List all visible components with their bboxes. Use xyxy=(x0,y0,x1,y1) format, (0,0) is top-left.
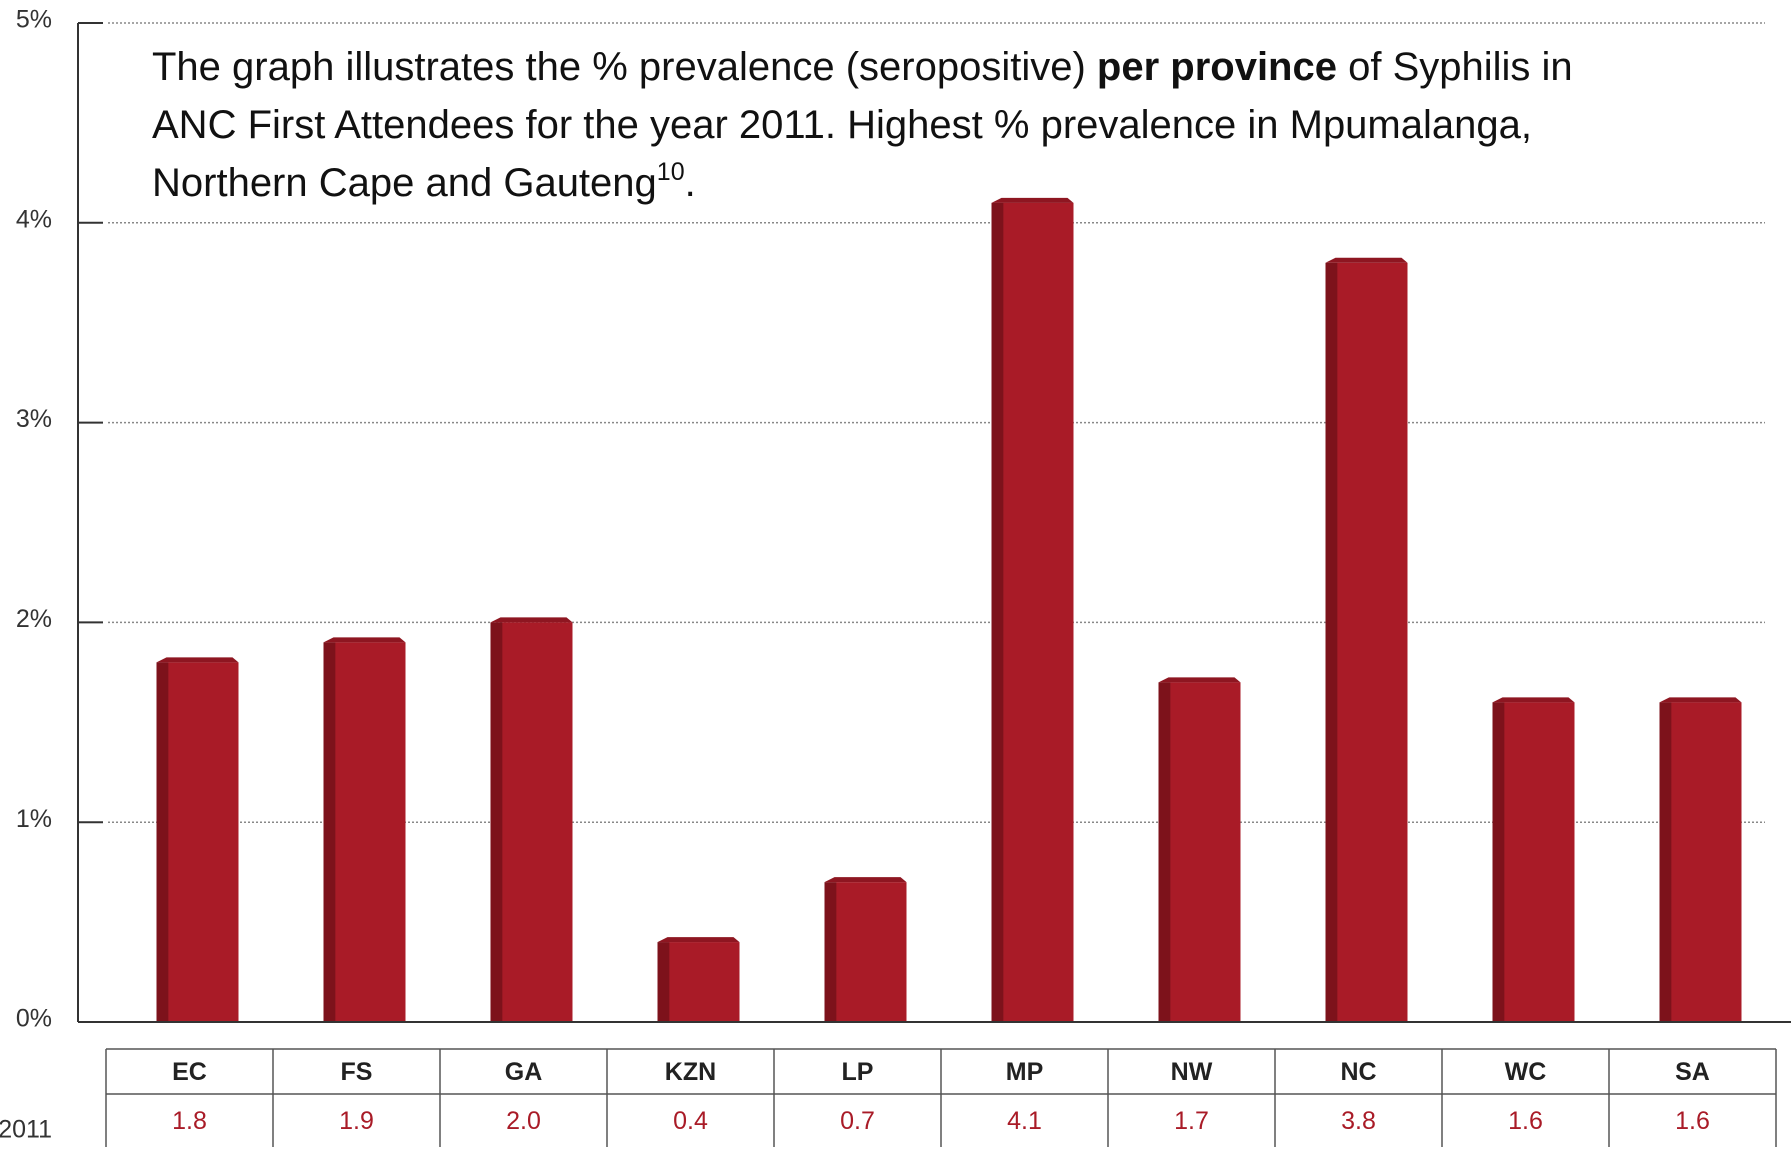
annotation-text: of Syphilis in xyxy=(1337,45,1573,89)
annotation-text: The graph illustrates the % prevalence (… xyxy=(152,45,1097,89)
bar xyxy=(156,662,239,1022)
annotation-text: per province xyxy=(1097,45,1337,89)
value-label: 1.8 xyxy=(172,1107,207,1135)
bar-top xyxy=(1158,677,1241,683)
series-label: 2011 xyxy=(0,1116,52,1144)
bar-top xyxy=(1659,697,1742,703)
x-tick-label: KZN xyxy=(665,1058,716,1086)
y-tick-label: 5% xyxy=(16,6,52,34)
annotation-text: ANC First Attendees for the year 2011. H… xyxy=(152,103,1532,147)
bar-top xyxy=(657,937,740,943)
annotation: The graph illustrates the % prevalence (… xyxy=(152,45,1584,205)
bar xyxy=(490,622,573,1022)
annotation-text: . xyxy=(685,161,696,205)
x-tick-label: LP xyxy=(842,1058,874,1086)
bar-top xyxy=(824,877,907,883)
x-tick-label: FS xyxy=(341,1058,373,1086)
y-tick-label: 3% xyxy=(16,405,52,433)
bar xyxy=(657,942,740,1022)
y-tick-label: 2% xyxy=(16,605,52,633)
bar-top xyxy=(156,657,239,663)
x-tick-label: NW xyxy=(1171,1058,1213,1086)
bar xyxy=(824,882,907,1022)
value-label: 1.7 xyxy=(1174,1107,1209,1135)
bar xyxy=(1492,702,1575,1022)
bar xyxy=(1158,682,1241,1022)
value-label: 2.0 xyxy=(506,1107,541,1135)
y-tick-label: 0% xyxy=(16,1005,52,1033)
x-tick-label: SA xyxy=(1675,1058,1710,1086)
bar-top xyxy=(1492,697,1575,703)
bar xyxy=(991,202,1074,1022)
annotation-text: Northern Cape and Gauteng xyxy=(152,161,657,205)
value-label: 4.1 xyxy=(1007,1107,1042,1135)
x-tick-label: EC xyxy=(172,1058,207,1086)
x-tick-label: MP xyxy=(1006,1058,1044,1086)
bar xyxy=(1325,262,1408,1022)
bar-top xyxy=(490,617,573,623)
y-tick-label: 4% xyxy=(16,205,52,233)
bar xyxy=(1659,702,1742,1022)
value-label: 1.6 xyxy=(1508,1107,1543,1135)
value-label: 0.7 xyxy=(840,1107,875,1135)
value-label: 1.6 xyxy=(1675,1107,1710,1135)
annotation-text: 10 xyxy=(657,158,685,186)
bar-top xyxy=(1325,257,1408,263)
x-tick-label: GA xyxy=(505,1058,543,1086)
x-tick-label: NC xyxy=(1340,1058,1376,1086)
value-label: 1.9 xyxy=(339,1107,374,1135)
bar-top xyxy=(991,197,1074,203)
bar-top xyxy=(323,637,406,643)
x-tick-label: WC xyxy=(1505,1058,1547,1086)
y-tick-label: 1% xyxy=(16,805,52,833)
bar xyxy=(323,642,406,1022)
value-label: 0.4 xyxy=(673,1107,708,1135)
value-label: 3.8 xyxy=(1341,1107,1376,1135)
